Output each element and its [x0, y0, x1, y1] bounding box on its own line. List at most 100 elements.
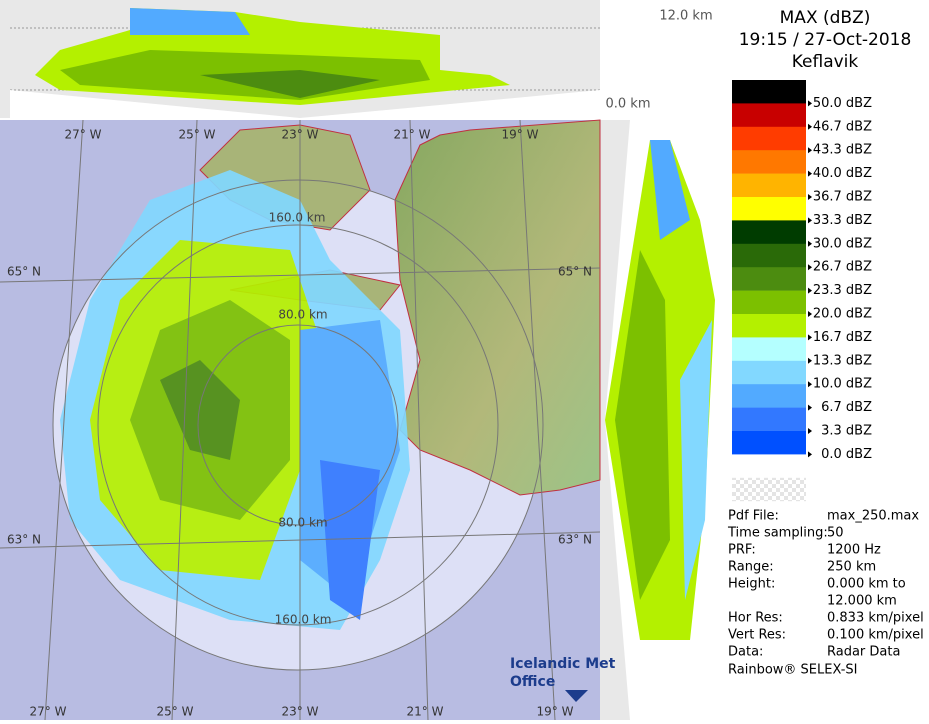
- lon-label: 27° W: [30, 705, 67, 719]
- lon-label: 19° W: [502, 128, 539, 142]
- lat-label: 63° N: [7, 533, 41, 547]
- legend-swatch: [732, 267, 806, 291]
- range-ring: [97, 224, 499, 626]
- legend-label: 50.0 dBZ: [813, 96, 872, 111]
- legend-tick: [808, 381, 812, 388]
- legend-tick: [808, 357, 812, 364]
- lon-label: 25° W: [179, 128, 216, 142]
- legend-swatch: [732, 360, 806, 385]
- product-title: MAX (dBZ): [780, 8, 871, 28]
- product-time: 19:15 / 27-Oct-2018: [739, 30, 912, 50]
- legend-label: 13.3 dBZ: [813, 353, 872, 368]
- right-echo: [650, 140, 690, 240]
- legend-label: 23.3 dBZ: [813, 283, 872, 298]
- legend-tick: [808, 194, 812, 200]
- info-value: 1200 Hz: [827, 543, 881, 558]
- meridian: [44, 119, 84, 721]
- info-value: 0.833 km/pixel: [827, 611, 924, 626]
- logo-text: Icelandic Met: [510, 656, 616, 672]
- meridian: [171, 119, 198, 721]
- lon-label: 23° W: [282, 705, 319, 719]
- info-value: Radar Data: [827, 645, 900, 660]
- range-label: 80.0 km: [278, 308, 327, 322]
- legend-label: 16.7 dBZ: [813, 330, 872, 345]
- echo: [160, 360, 240, 460]
- info-value: 12.000 km: [827, 594, 897, 609]
- grid: [0, 119, 601, 721]
- legend-tick: [808, 147, 812, 154]
- legend-swatch: [732, 197, 806, 221]
- site-name: Keflavik: [792, 52, 859, 72]
- legend-tick: [808, 100, 812, 107]
- legend-label: 6.7 dBZ: [821, 400, 872, 415]
- legend-tick: [808, 240, 812, 247]
- lon-label: 27° W: [65, 128, 102, 142]
- right-echo: [680, 320, 712, 600]
- legend-tick: [808, 334, 812, 341]
- info-label: Hor Res:: [728, 611, 783, 626]
- legend-label: 20.0 dBZ: [813, 307, 872, 322]
- info-value: 0.000 km to: [827, 577, 906, 592]
- lon-label: 23° W: [282, 128, 319, 142]
- legend-tick: [808, 217, 812, 224]
- lon-label: 19° W: [537, 705, 574, 719]
- legend-label: 36.7 dBZ: [813, 190, 872, 205]
- meridian: [519, 119, 556, 721]
- echo: [320, 460, 380, 620]
- range-label: 160.0 km: [269, 211, 326, 225]
- lon-label: 25° W: [157, 705, 194, 719]
- range-label: 80.0 km: [278, 516, 327, 530]
- section-bottom-label: 0.0 km: [606, 97, 651, 112]
- top-echo: [130, 8, 250, 35]
- legend-swatch: [732, 103, 806, 128]
- legend-tick: [808, 287, 812, 294]
- legend-swatch: [732, 337, 806, 362]
- legend-swatch: [732, 407, 806, 432]
- info-label: Pdf File:: [728, 509, 779, 524]
- legend-tick: [808, 123, 812, 130]
- legend-swatch: [732, 431, 806, 455]
- info-value: 50: [827, 526, 844, 541]
- legend: 50.0 dBZ 46.7 dBZ 43.3 dBZ 40.0 dBZ 36.7 dBZ…: [732, 80, 872, 502]
- legend-swatch: [732, 384, 806, 408]
- lon-label: 21° W: [394, 128, 431, 142]
- legend-label: 46.7 dBZ: [813, 119, 872, 134]
- right-echo: [615, 250, 670, 600]
- legend-tick: [808, 311, 812, 317]
- legend-tick: [808, 404, 812, 411]
- info-table: Pdf File: max_250.max Time sampling: 50 PRF:…: [727, 509, 924, 660]
- legend-swatch: [732, 454, 806, 479]
- range-ring: [52, 179, 544, 671]
- legend-swatch-nodata: [732, 477, 806, 502]
- legend-tick: [808, 428, 812, 434]
- legend-label: 33.3 dBZ: [813, 213, 872, 228]
- legend-swatch: [732, 126, 806, 151]
- info-label: Height:: [728, 577, 775, 592]
- legend-label: 10.0 dBZ: [813, 377, 872, 392]
- logo-text: Office: [510, 674, 555, 690]
- range-label: 160.0 km: [275, 613, 332, 627]
- legend-label: 3.3 dBZ: [821, 424, 872, 439]
- info-label: Range:: [728, 560, 774, 575]
- lon-label: 21° W: [407, 705, 444, 719]
- legend-swatch: [732, 290, 806, 315]
- legend-swatch: [732, 150, 806, 174]
- legend-swatch: [732, 314, 806, 338]
- legend-swatch: [732, 80, 806, 104]
- legend-tick: [808, 451, 812, 458]
- legend-swatch: [732, 220, 806, 245]
- legend-label: 43.3 dBZ: [813, 143, 872, 158]
- meridian: [409, 119, 429, 721]
- legend-tick: [808, 264, 812, 271]
- info-label: Data:: [728, 645, 763, 660]
- info-label: Time sampling:: [727, 526, 828, 541]
- info-label: Vert Res:: [728, 628, 786, 643]
- legend-tick: [808, 170, 812, 177]
- top-echo: [200, 70, 380, 98]
- logo-mark: [565, 690, 588, 702]
- legend-swatch: [732, 173, 806, 198]
- info-value: 0.100 km/pixel: [827, 628, 924, 643]
- section-top-label: 12.0 km: [659, 9, 712, 24]
- lat-label: 65° N: [558, 265, 592, 279]
